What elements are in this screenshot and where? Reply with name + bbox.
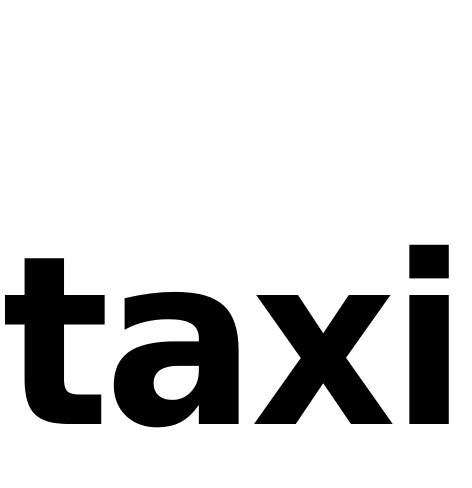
word-text: taxi [2, 205, 462, 480]
